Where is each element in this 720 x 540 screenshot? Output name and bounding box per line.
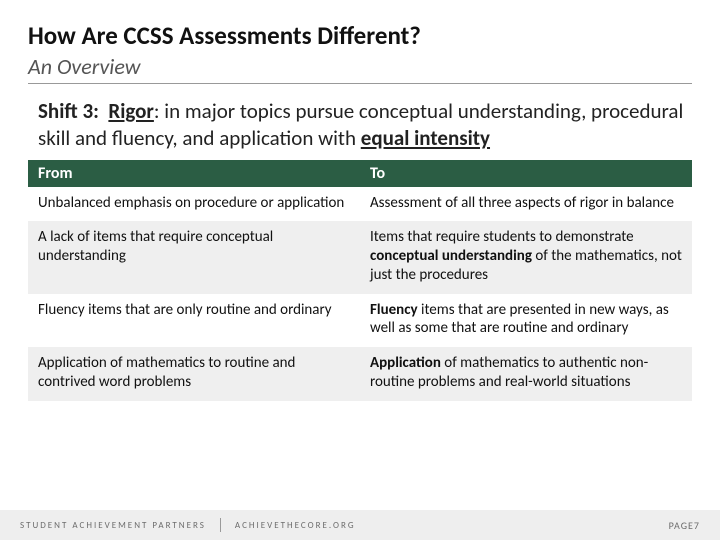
slide: How Are CCSS Assessments Different? An O… (0, 0, 720, 540)
col-to: To (360, 160, 692, 187)
cell-to: Items that require students to demonstra… (360, 221, 692, 293)
cell-to-bold: Fluency (370, 301, 418, 319)
shift-keyword: Rigor (108, 98, 154, 124)
cell-to: Application of mathematics to authentic … (360, 347, 692, 401)
table-row: Fluency items that are only routine and … (28, 294, 692, 348)
footer-left: STUDENT ACHIEVEMENT PARTNERS ACHIEVETHEC… (20, 518, 356, 532)
page-num: 7 (694, 519, 700, 532)
page-title: How Are CCSS Assessments Different? (28, 22, 692, 51)
table-row: A lack of items that require conceptual … (28, 221, 692, 293)
cell-to-pre: Items that require students to demonstra… (370, 228, 634, 246)
shift-description: Shift 3: Rigor: in major topics pursue c… (28, 98, 692, 152)
footer-site: ACHIEVETHECORE.ORG (235, 520, 356, 531)
footer-org: STUDENT ACHIEVEMENT PARTNERS (20, 520, 206, 531)
page-number: PAGE7 (669, 519, 700, 532)
table-row: Unbalanced emphasis on procedure or appl… (28, 187, 692, 222)
page-subtitle: An Overview (28, 53, 692, 84)
shift-label: Shift 3: (38, 98, 99, 124)
cell-from: Fluency items that are only routine and … (28, 294, 360, 348)
cell-from: Unbalanced emphasis on procedure or appl… (28, 187, 360, 222)
col-from: From (28, 160, 360, 187)
cell-to-bold: Application (370, 354, 441, 372)
cell-to: Assessment of all three aspects of rigor… (360, 187, 692, 222)
cell-from: A lack of items that require conceptual … (28, 221, 360, 293)
cell-to-bold: conceptual understanding (370, 247, 532, 265)
comparison-table: From To Unbalanced emphasis on procedure… (28, 160, 692, 401)
footer: STUDENT ACHIEVEMENT PARTNERS ACHIEVETHEC… (0, 510, 720, 540)
cell-to: Fluency items that are presented in new … (360, 294, 692, 348)
table-row: Application of mathematics to routine an… (28, 347, 692, 401)
cell-from: Application of mathematics to routine an… (28, 347, 360, 401)
footer-divider (220, 518, 221, 532)
shift-emphasis: equal intensity (361, 125, 490, 151)
page-label: PAGE (669, 519, 694, 532)
table-header-row: From To (28, 160, 692, 187)
